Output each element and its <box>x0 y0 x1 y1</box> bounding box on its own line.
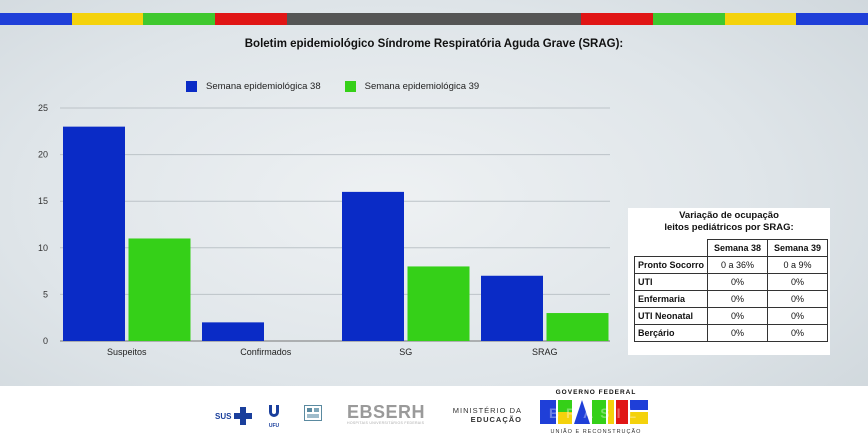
table-row: Pronto Socorro 0 a 36% 0 a 9% <box>634 256 828 274</box>
cell-week38: 0% <box>707 290 768 308</box>
legend-item-week38: Semana epidemiológica 38 <box>186 81 321 92</box>
stripe-segment <box>215 13 287 25</box>
cell-week39: 0% <box>767 273 828 291</box>
ministerio-line1: MINISTÉRIO DA <box>452 406 522 415</box>
cell-week39: 0% <box>767 307 828 325</box>
bar-week38 <box>202 322 264 341</box>
bar-week38 <box>481 275 543 341</box>
bar-week39 <box>128 238 191 341</box>
legend-label-week39: Semana epidemiológica 39 <box>364 81 480 92</box>
y-tick-label: 5 <box>43 289 48 299</box>
footer-logos: SUS UFU EBSERH HOSPITAIS UNIVERSITÁRIOS … <box>0 386 868 443</box>
stripe-segment <box>581 13 653 25</box>
x-tick-label: Confirmados <box>240 347 292 357</box>
table-header-week39: Semana 39 <box>767 239 828 257</box>
table-row: UTI Neonatal 0% 0% <box>634 307 828 325</box>
chart-legend: Semana epidemiológica 38 Semana epidemio… <box>186 81 503 92</box>
legend-swatch-week38 <box>186 81 197 92</box>
ebserh-logo-subtext: HOSPITAIS UNIVERSITÁRIOS FEDERAIS <box>347 421 425 425</box>
bar-week38 <box>63 126 125 341</box>
x-tick-label: Suspeitos <box>107 347 147 357</box>
y-tick-label: 20 <box>38 150 48 160</box>
sus-logo: SUS <box>215 406 253 426</box>
row-label: UTI <box>634 273 708 291</box>
row-label: Enfermaria <box>634 290 708 308</box>
row-label: UTI Neonatal <box>634 307 708 325</box>
table-row: Berçário 0% 0% <box>634 324 828 342</box>
cell-week38: 0% <box>707 307 768 325</box>
cell-week39: 0% <box>767 324 828 342</box>
y-tick-label: 10 <box>38 243 48 253</box>
cell-week38: 0 a 36% <box>707 256 768 274</box>
y-tick-label: 15 <box>38 196 48 206</box>
stripe-segment <box>143 13 216 25</box>
governo-federal-text: GOVERNO FEDERAL <box>555 389 637 396</box>
stripe-segment <box>71 13 144 25</box>
cell-week39: 0% <box>767 290 828 308</box>
cell-week39: 0 a 9% <box>767 256 828 274</box>
occupancy-table: Semana 38 Semana 39 Pronto Socorro 0 a 3… <box>634 239 828 342</box>
ministerio-logo: MINISTÉRIO DA EDUCAÇÃO <box>446 406 522 424</box>
occupancy-title-line1: Variação de ocupação <box>679 210 779 221</box>
sus-logo-text: SUS <box>215 411 232 421</box>
ufu-logo-text: UFU <box>268 423 280 429</box>
stripe-segment <box>653 13 725 25</box>
x-tick-label: SRAG <box>532 347 558 357</box>
y-tick-label: 0 <box>43 336 48 346</box>
bar-week39 <box>407 266 470 341</box>
occupancy-title-line2: leitos pediátricos por SRAG: <box>664 222 794 233</box>
x-tick-label: SG <box>399 347 412 357</box>
cell-week38: 0% <box>707 273 768 291</box>
bar-week39 <box>546 313 609 341</box>
legend-label-week38: Semana epidemiológica 38 <box>206 81 321 92</box>
brasil-wordmark-graphic <box>540 400 648 424</box>
color-stripe <box>0 13 868 25</box>
sus-cross-icon <box>234 407 253 425</box>
legend-item-week39: Semana epidemiológica 39 <box>344 81 480 92</box>
table-row: Enfermaria 0% 0% <box>634 290 828 308</box>
y-tick-label: 25 <box>38 103 48 113</box>
bar-chart: 0 5 10 15 20 25 Suspeitos Confirmados SG SRAG <box>38 103 610 357</box>
row-label: Pronto Socorro <box>634 256 708 274</box>
stripe-segment <box>724 13 797 25</box>
legend-swatch-week39 <box>344 81 356 92</box>
table-header-row: Semana 38 Semana 39 <box>635 239 828 257</box>
ebserh-logo-text: EBSERH <box>347 402 426 422</box>
chart-title: Boletim epidemiológico Síndrome Respirat… <box>244 38 624 50</box>
table-header-week38: Semana 38 <box>707 239 768 257</box>
ufu-emblem-icon <box>269 405 279 417</box>
ministerio-line2: EDUCAÇÃO <box>470 415 522 424</box>
table-corner <box>635 240 708 257</box>
governo-federal-logo: GOVERNO FEDERAL BRASIL UNIÃO E RECONSTRU… <box>536 389 656 435</box>
occupancy-table-title: Variação de ocupação leitos pediátricos … <box>628 208 830 234</box>
table-row: UTI 0% 0% <box>634 273 828 291</box>
bar-week38 <box>342 191 404 341</box>
occupancy-table-panel: Variação de ocupação leitos pediátricos … <box>628 208 830 355</box>
ebserh-logo: EBSERH HOSPITAIS UNIVERSITÁRIOS FEDERAIS <box>347 403 425 425</box>
brasil-wordmark: BRASIL <box>536 398 656 426</box>
cell-week38: 0% <box>707 324 768 342</box>
stripe-segment <box>796 13 868 25</box>
row-label: Berçário <box>634 324 708 342</box>
stripe-segment <box>286 13 582 25</box>
stripe-segment <box>0 13 72 25</box>
brasil-wordmark-text: BRASIL <box>548 405 644 421</box>
uniao-reconstrucao-text: UNIÃO E RECONSTRUÇÃO <box>550 429 642 435</box>
hospital-emblem-icon <box>304 405 322 421</box>
ufu-logo: UFU <box>266 404 282 429</box>
